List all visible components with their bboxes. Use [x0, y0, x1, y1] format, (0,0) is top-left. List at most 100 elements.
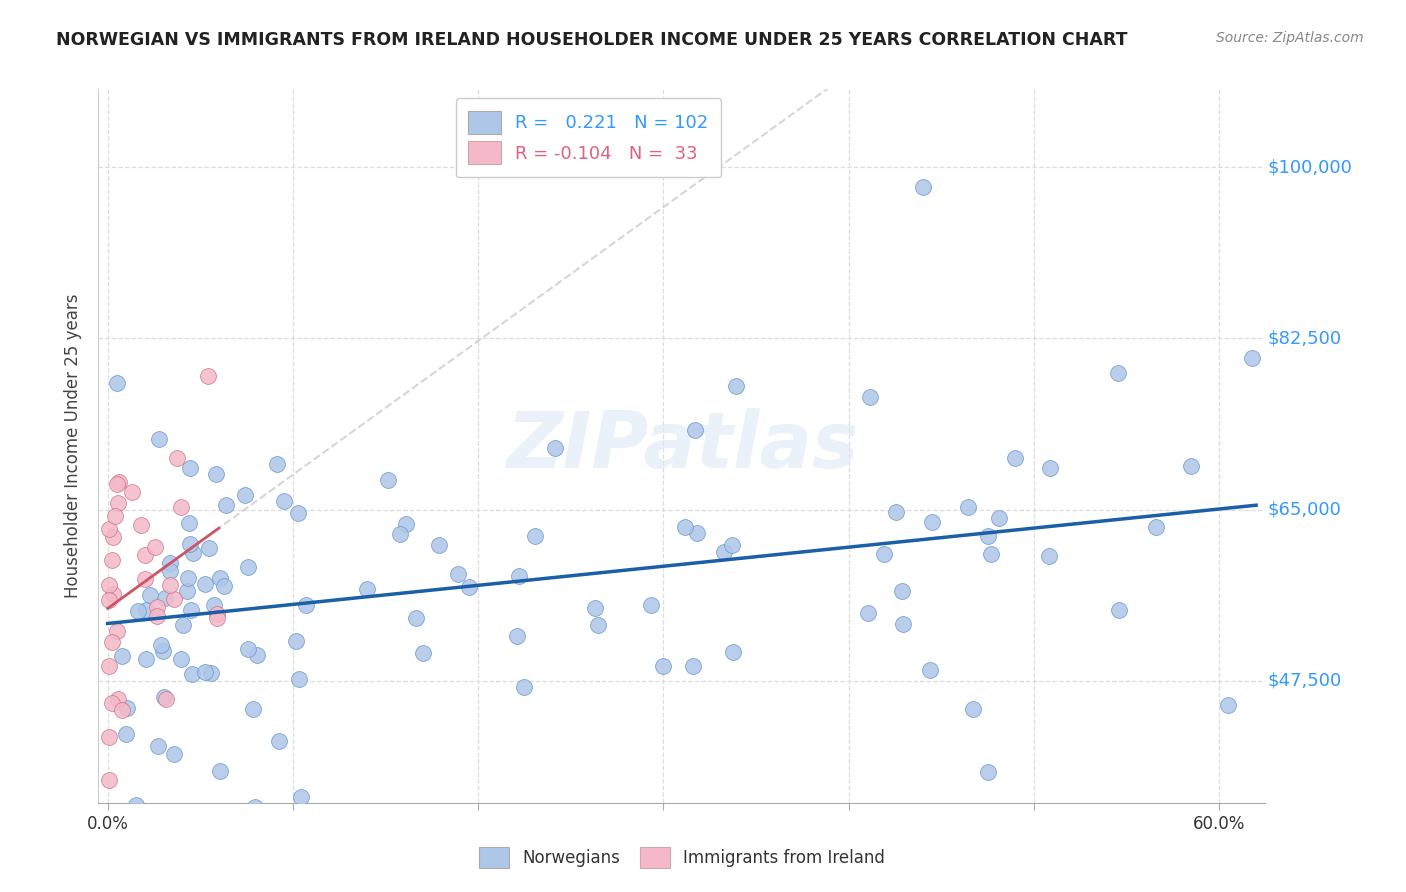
Point [135, 651, 157, 665]
Point [179, 537, 201, 551]
Point [163, 747, 186, 762]
Text: $65,000: $65,000 [1268, 500, 1341, 518]
Point [97, 773, 120, 788]
Point [152, 643, 174, 657]
Point [176, 584, 198, 599]
Point [429, 538, 451, 552]
Point [246, 648, 269, 662]
Point [125, 798, 148, 813]
Point [169, 500, 191, 514]
Point [285, 634, 308, 648]
Text: Source: ZipAtlas.com: Source: ZipAtlas.com [1216, 31, 1364, 45]
Point [197, 368, 219, 383]
Point [107, 692, 129, 706]
Point [100, 696, 122, 710]
Point [673, 519, 696, 533]
Point [205, 607, 228, 621]
Point [1004, 451, 1026, 466]
Point [181, 546, 204, 560]
Point [180, 603, 202, 617]
Point [1039, 461, 1062, 475]
Point [652, 659, 675, 673]
Point [686, 526, 709, 541]
Point [155, 691, 177, 706]
Point [115, 700, 138, 714]
Point [134, 572, 156, 586]
Point [209, 570, 232, 584]
Point [245, 800, 267, 814]
Point [105, 376, 128, 390]
Point [508, 568, 530, 582]
Point [233, 487, 256, 501]
Point [181, 667, 204, 681]
Y-axis label: Householder Income Under 25 years: Householder Income Under 25 years [65, 293, 83, 599]
Text: $82,500: $82,500 [1268, 329, 1341, 348]
Point [105, 477, 128, 491]
Point [153, 690, 176, 704]
Point [267, 734, 290, 748]
Point [143, 540, 166, 554]
Point [1107, 366, 1129, 380]
Text: NORWEGIAN VS IMMIGRANTS FROM IRELAND HOUSEHOLDER INCOME UNDER 25 YEARS CORRELATI: NORWEGIAN VS IMMIGRANTS FROM IRELAND HOU… [56, 31, 1128, 49]
Point [98, 730, 121, 744]
Point [104, 509, 127, 524]
Point [266, 457, 288, 471]
Point [388, 526, 411, 541]
Point [242, 702, 264, 716]
Point [1108, 603, 1130, 617]
Point [98, 659, 121, 673]
Point [873, 547, 896, 561]
Point [236, 560, 259, 574]
Point [988, 511, 1011, 525]
Point [911, 180, 934, 194]
Point [129, 517, 152, 532]
Point [197, 541, 219, 556]
Point [97, 578, 120, 592]
Point [205, 610, 228, 624]
Point [238, 641, 260, 656]
Point [977, 528, 1000, 542]
Point [108, 475, 131, 490]
Point [859, 390, 882, 404]
Point [682, 659, 704, 673]
Point [214, 579, 236, 593]
Point [101, 635, 124, 649]
Point [962, 702, 984, 716]
Point [107, 496, 129, 510]
Point [685, 423, 707, 437]
Point [105, 624, 128, 639]
Point [179, 461, 201, 475]
Point [273, 494, 295, 508]
Legend: Norwegians, Immigrants from Ireland: Norwegians, Immigrants from Ireland [471, 838, 893, 877]
Point [856, 606, 879, 620]
Point [146, 739, 169, 754]
Point [166, 451, 188, 466]
Point [176, 572, 198, 586]
Point [172, 618, 194, 632]
Point [977, 765, 1000, 780]
Point [884, 505, 907, 519]
Point [891, 617, 914, 632]
Point [891, 583, 914, 598]
Point [980, 547, 1002, 561]
Point [921, 516, 943, 530]
Point [205, 467, 228, 481]
Point [145, 599, 167, 614]
Text: $47,500: $47,500 [1268, 672, 1341, 690]
Point [918, 663, 941, 677]
Point [159, 578, 181, 592]
Text: $100,000: $100,000 [1268, 159, 1353, 177]
Point [721, 644, 744, 658]
Point [134, 549, 156, 563]
Point [194, 576, 217, 591]
Point [583, 601, 606, 615]
Point [194, 665, 217, 680]
Point [200, 666, 222, 681]
Point [721, 538, 744, 552]
Point [159, 564, 181, 578]
Text: ZIPatlas: ZIPatlas [506, 408, 858, 484]
Point [98, 593, 121, 607]
Point [287, 672, 309, 686]
Point [1180, 459, 1202, 474]
Point [159, 556, 181, 570]
